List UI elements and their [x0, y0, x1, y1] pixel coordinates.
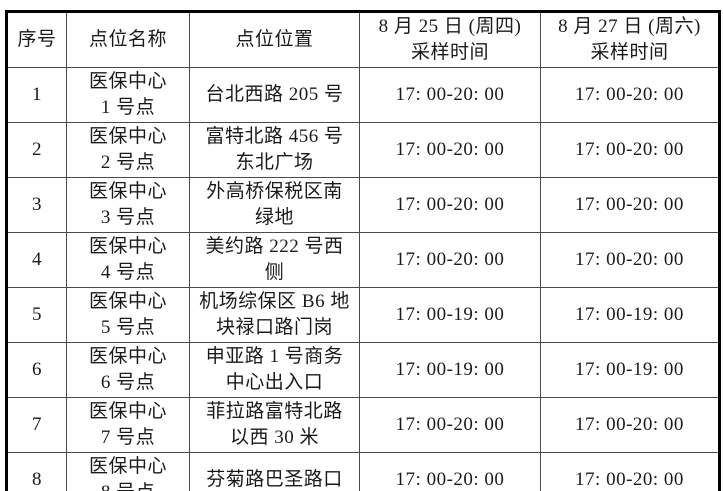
cell-point-name: 医保中心 8 号点 [66, 452, 190, 491]
cell-time-aug25: 17: 00-20: 00 [359, 177, 541, 233]
cell-seq: 5 [6, 287, 67, 343]
col-header-point-name: 点位名称 [66, 11, 190, 68]
sampling-schedule-table: 序号 点位名称 点位位置 8 月 25 日 (周四) 采样时间 8 月 27 日… [5, 10, 721, 491]
table-row: 6 医保中心 6 号点 申亚路 1 号商务 中心出入口 17: 00-19: 0… [6, 342, 720, 398]
cell-time-aug27: 17: 00-20: 00 [540, 67, 720, 123]
table-row: 8 医保中心 8 号点 芬菊路巴圣路口 17: 00-20: 00 17: 00… [6, 452, 720, 491]
cell-time-aug25: 17: 00-19: 00 [359, 342, 541, 398]
col-header-time-aug27: 8 月 27 日 (周六) 采样时间 [540, 11, 720, 68]
cell-time-aug27: 17: 00-20: 00 [540, 232, 720, 288]
table-header-row: 序号 点位名称 点位位置 8 月 25 日 (周四) 采样时间 8 月 27 日… [6, 11, 720, 68]
cell-time-aug25: 17: 00-20: 00 [359, 397, 541, 453]
cell-time-aug27: 17: 00-19: 00 [540, 342, 720, 398]
cell-seq: 4 [6, 232, 67, 288]
cell-point-location: 外高桥保税区南 绿地 [189, 177, 360, 233]
cell-point-location: 台北西路 205 号 [189, 67, 360, 123]
cell-seq: 1 [6, 67, 67, 123]
table-row: 1 医保中心 1 号点 台北西路 205 号 17: 00-20: 00 17:… [6, 67, 720, 123]
cell-time-aug25: 17: 00-19: 00 [359, 287, 541, 343]
cell-point-location: 菲拉路富特北路 以西 30 米 [189, 397, 360, 453]
cell-point-name: 医保中心 7 号点 [66, 397, 190, 453]
cell-point-name: 医保中心 3 号点 [66, 177, 190, 233]
cell-point-name: 医保中心 1 号点 [66, 67, 190, 123]
col-header-point-location: 点位位置 [189, 11, 360, 68]
cell-time-aug25: 17: 00-20: 00 [359, 452, 541, 491]
table-row: 7 医保中心 7 号点 菲拉路富特北路 以西 30 米 17: 00-20: 0… [6, 397, 720, 453]
cell-point-name: 医保中心 4 号点 [66, 232, 190, 288]
table-row: 5 医保中心 5 号点 机场综保区 B6 地 块禄口路门岗 17: 00-19:… [6, 287, 720, 343]
cell-point-location: 申亚路 1 号商务 中心出入口 [189, 342, 360, 398]
cell-point-name: 医保中心 5 号点 [66, 287, 190, 343]
cell-seq: 7 [6, 397, 67, 453]
col-header-seq: 序号 [6, 11, 67, 68]
cell-point-name: 医保中心 6 号点 [66, 342, 190, 398]
cell-seq: 2 [6, 122, 67, 178]
cell-time-aug25: 17: 00-20: 00 [359, 122, 541, 178]
cell-time-aug27: 17: 00-20: 00 [540, 177, 720, 233]
cell-time-aug25: 17: 00-20: 00 [359, 232, 541, 288]
cell-time-aug27: 17: 00-20: 00 [540, 397, 720, 453]
cell-time-aug27: 17: 00-19: 00 [540, 287, 720, 343]
cell-point-location: 芬菊路巴圣路口 [189, 452, 360, 491]
cell-point-name: 医保中心 2 号点 [66, 122, 190, 178]
cell-point-location: 富特北路 456 号 东北广场 [189, 122, 360, 178]
cell-time-aug27: 17: 00-20: 00 [540, 452, 720, 491]
cell-seq: 8 [6, 452, 67, 491]
table-row: 3 医保中心 3 号点 外高桥保税区南 绿地 17: 00-20: 00 17:… [6, 177, 720, 233]
table-row: 4 医保中心 4 号点 美约路 222 号西 侧 17: 00-20: 00 1… [6, 232, 720, 288]
cell-point-location: 美约路 222 号西 侧 [189, 232, 360, 288]
cell-time-aug25: 17: 00-20: 00 [359, 67, 541, 123]
table-row: 2 医保中心 2 号点 富特北路 456 号 东北广场 17: 00-20: 0… [6, 122, 720, 178]
cell-seq: 6 [6, 342, 67, 398]
cell-point-location: 机场综保区 B6 地 块禄口路门岗 [189, 287, 360, 343]
col-header-time-aug25: 8 月 25 日 (周四) 采样时间 [359, 11, 541, 68]
cell-time-aug27: 17: 00-20: 00 [540, 122, 720, 178]
cell-seq: 3 [6, 177, 67, 233]
